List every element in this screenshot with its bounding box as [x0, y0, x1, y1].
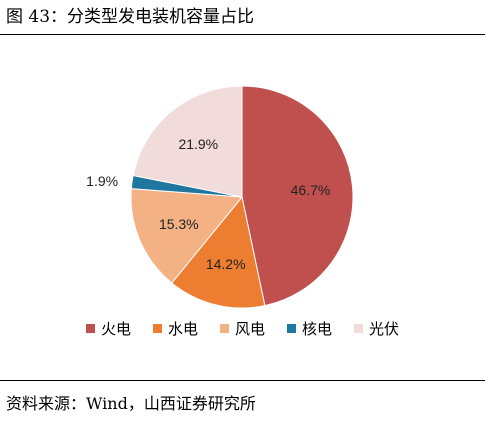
pie-slice-label-5: 21.9% [178, 136, 218, 152]
pie-slice-5 [132, 85, 243, 198]
pie-slice-label-4: 1.9% [86, 173, 118, 189]
pie-slice-3 [130, 188, 243, 284]
legend-item-3: 风电 [219, 318, 265, 339]
legend-swatch-1 [85, 324, 95, 333]
pie-chart: 46.7% 14.2% 15.3% 1.9% 21.9% [86, 85, 354, 309]
legend-item-1: 火电 [85, 318, 131, 339]
source-divider [0, 380, 485, 381]
figure-source: 资料来源：Wind，山西证券研究所 [6, 394, 256, 413]
legend-swatch-2 [152, 324, 162, 333]
legend-item-5: 光伏 [354, 318, 399, 339]
legend-swatch-4 [287, 324, 296, 333]
legend-label-5: 光伏 [369, 320, 400, 338]
legend-swatch-3 [219, 324, 229, 333]
legend-label-1: 火电 [100, 320, 131, 338]
pie-slice-label-2: 14.2% [206, 256, 246, 272]
legend-label-3: 风电 [234, 320, 265, 338]
legend-swatch-5 [354, 324, 364, 333]
pie-slice-1 [241, 85, 354, 307]
pie-slice-label-1: 46.7% [291, 182, 331, 198]
legend-label-2: 水电 [167, 320, 198, 338]
pie-slice-label-3: 15.3% [159, 216, 199, 232]
chart-legend: 火电 水电 风电 核电 光伏 [0, 318, 485, 339]
legend-item-4: 核电 [287, 318, 332, 339]
title-divider [0, 34, 485, 35]
pie-slice-2 [171, 195, 266, 309]
legend-item-2: 水电 [152, 318, 198, 339]
legend-label-4: 核电 [302, 320, 333, 338]
figure-title: 图 43：分类型发电装机容量占比 [6, 7, 255, 27]
